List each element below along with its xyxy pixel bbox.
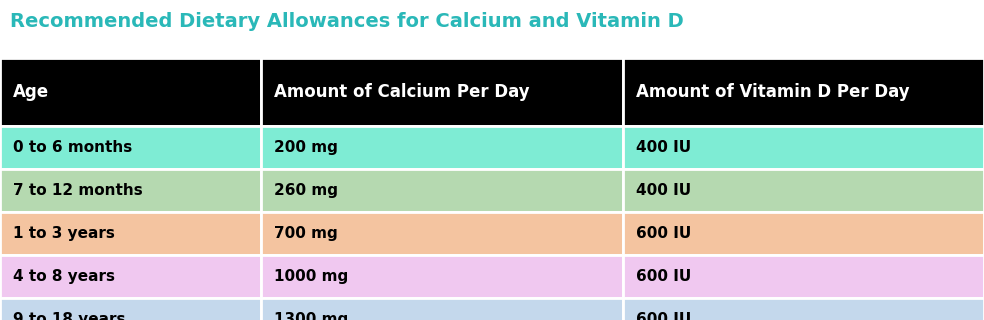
Text: Amount of Calcium Per Day: Amount of Calcium Per Day	[274, 83, 529, 101]
FancyBboxPatch shape	[0, 169, 261, 212]
Text: 600 IU: 600 IU	[636, 226, 691, 241]
FancyBboxPatch shape	[261, 212, 623, 255]
Text: 600 IU: 600 IU	[636, 312, 691, 320]
Text: 400 IU: 400 IU	[636, 140, 691, 155]
Text: 1 to 3 years: 1 to 3 years	[13, 226, 115, 241]
Text: Amount of Vitamin D Per Day: Amount of Vitamin D Per Day	[636, 83, 909, 101]
FancyBboxPatch shape	[623, 298, 984, 320]
Text: 700 mg: 700 mg	[274, 226, 338, 241]
Text: Recommended Dietary Allowances for Calcium and Vitamin D: Recommended Dietary Allowances for Calci…	[10, 12, 684, 31]
FancyBboxPatch shape	[0, 298, 261, 320]
Text: 7 to 12 months: 7 to 12 months	[13, 183, 143, 198]
Text: Age: Age	[13, 83, 49, 101]
FancyBboxPatch shape	[0, 58, 261, 126]
Text: 1000 mg: 1000 mg	[274, 269, 347, 284]
FancyBboxPatch shape	[261, 169, 623, 212]
FancyBboxPatch shape	[623, 255, 984, 298]
Text: 0 to 6 months: 0 to 6 months	[13, 140, 132, 155]
FancyBboxPatch shape	[623, 126, 984, 169]
FancyBboxPatch shape	[0, 255, 261, 298]
FancyBboxPatch shape	[0, 212, 261, 255]
FancyBboxPatch shape	[623, 58, 984, 126]
FancyBboxPatch shape	[0, 126, 261, 169]
Text: 600 IU: 600 IU	[636, 269, 691, 284]
FancyBboxPatch shape	[623, 212, 984, 255]
Text: 400 IU: 400 IU	[636, 183, 691, 198]
Text: 200 mg: 200 mg	[274, 140, 338, 155]
Text: 9 to 18 years: 9 to 18 years	[13, 312, 125, 320]
FancyBboxPatch shape	[261, 126, 623, 169]
FancyBboxPatch shape	[261, 58, 623, 126]
Text: 260 mg: 260 mg	[274, 183, 338, 198]
FancyBboxPatch shape	[261, 255, 623, 298]
Text: 1300 mg: 1300 mg	[274, 312, 347, 320]
FancyBboxPatch shape	[623, 169, 984, 212]
Text: 4 to 8 years: 4 to 8 years	[13, 269, 115, 284]
FancyBboxPatch shape	[261, 298, 623, 320]
